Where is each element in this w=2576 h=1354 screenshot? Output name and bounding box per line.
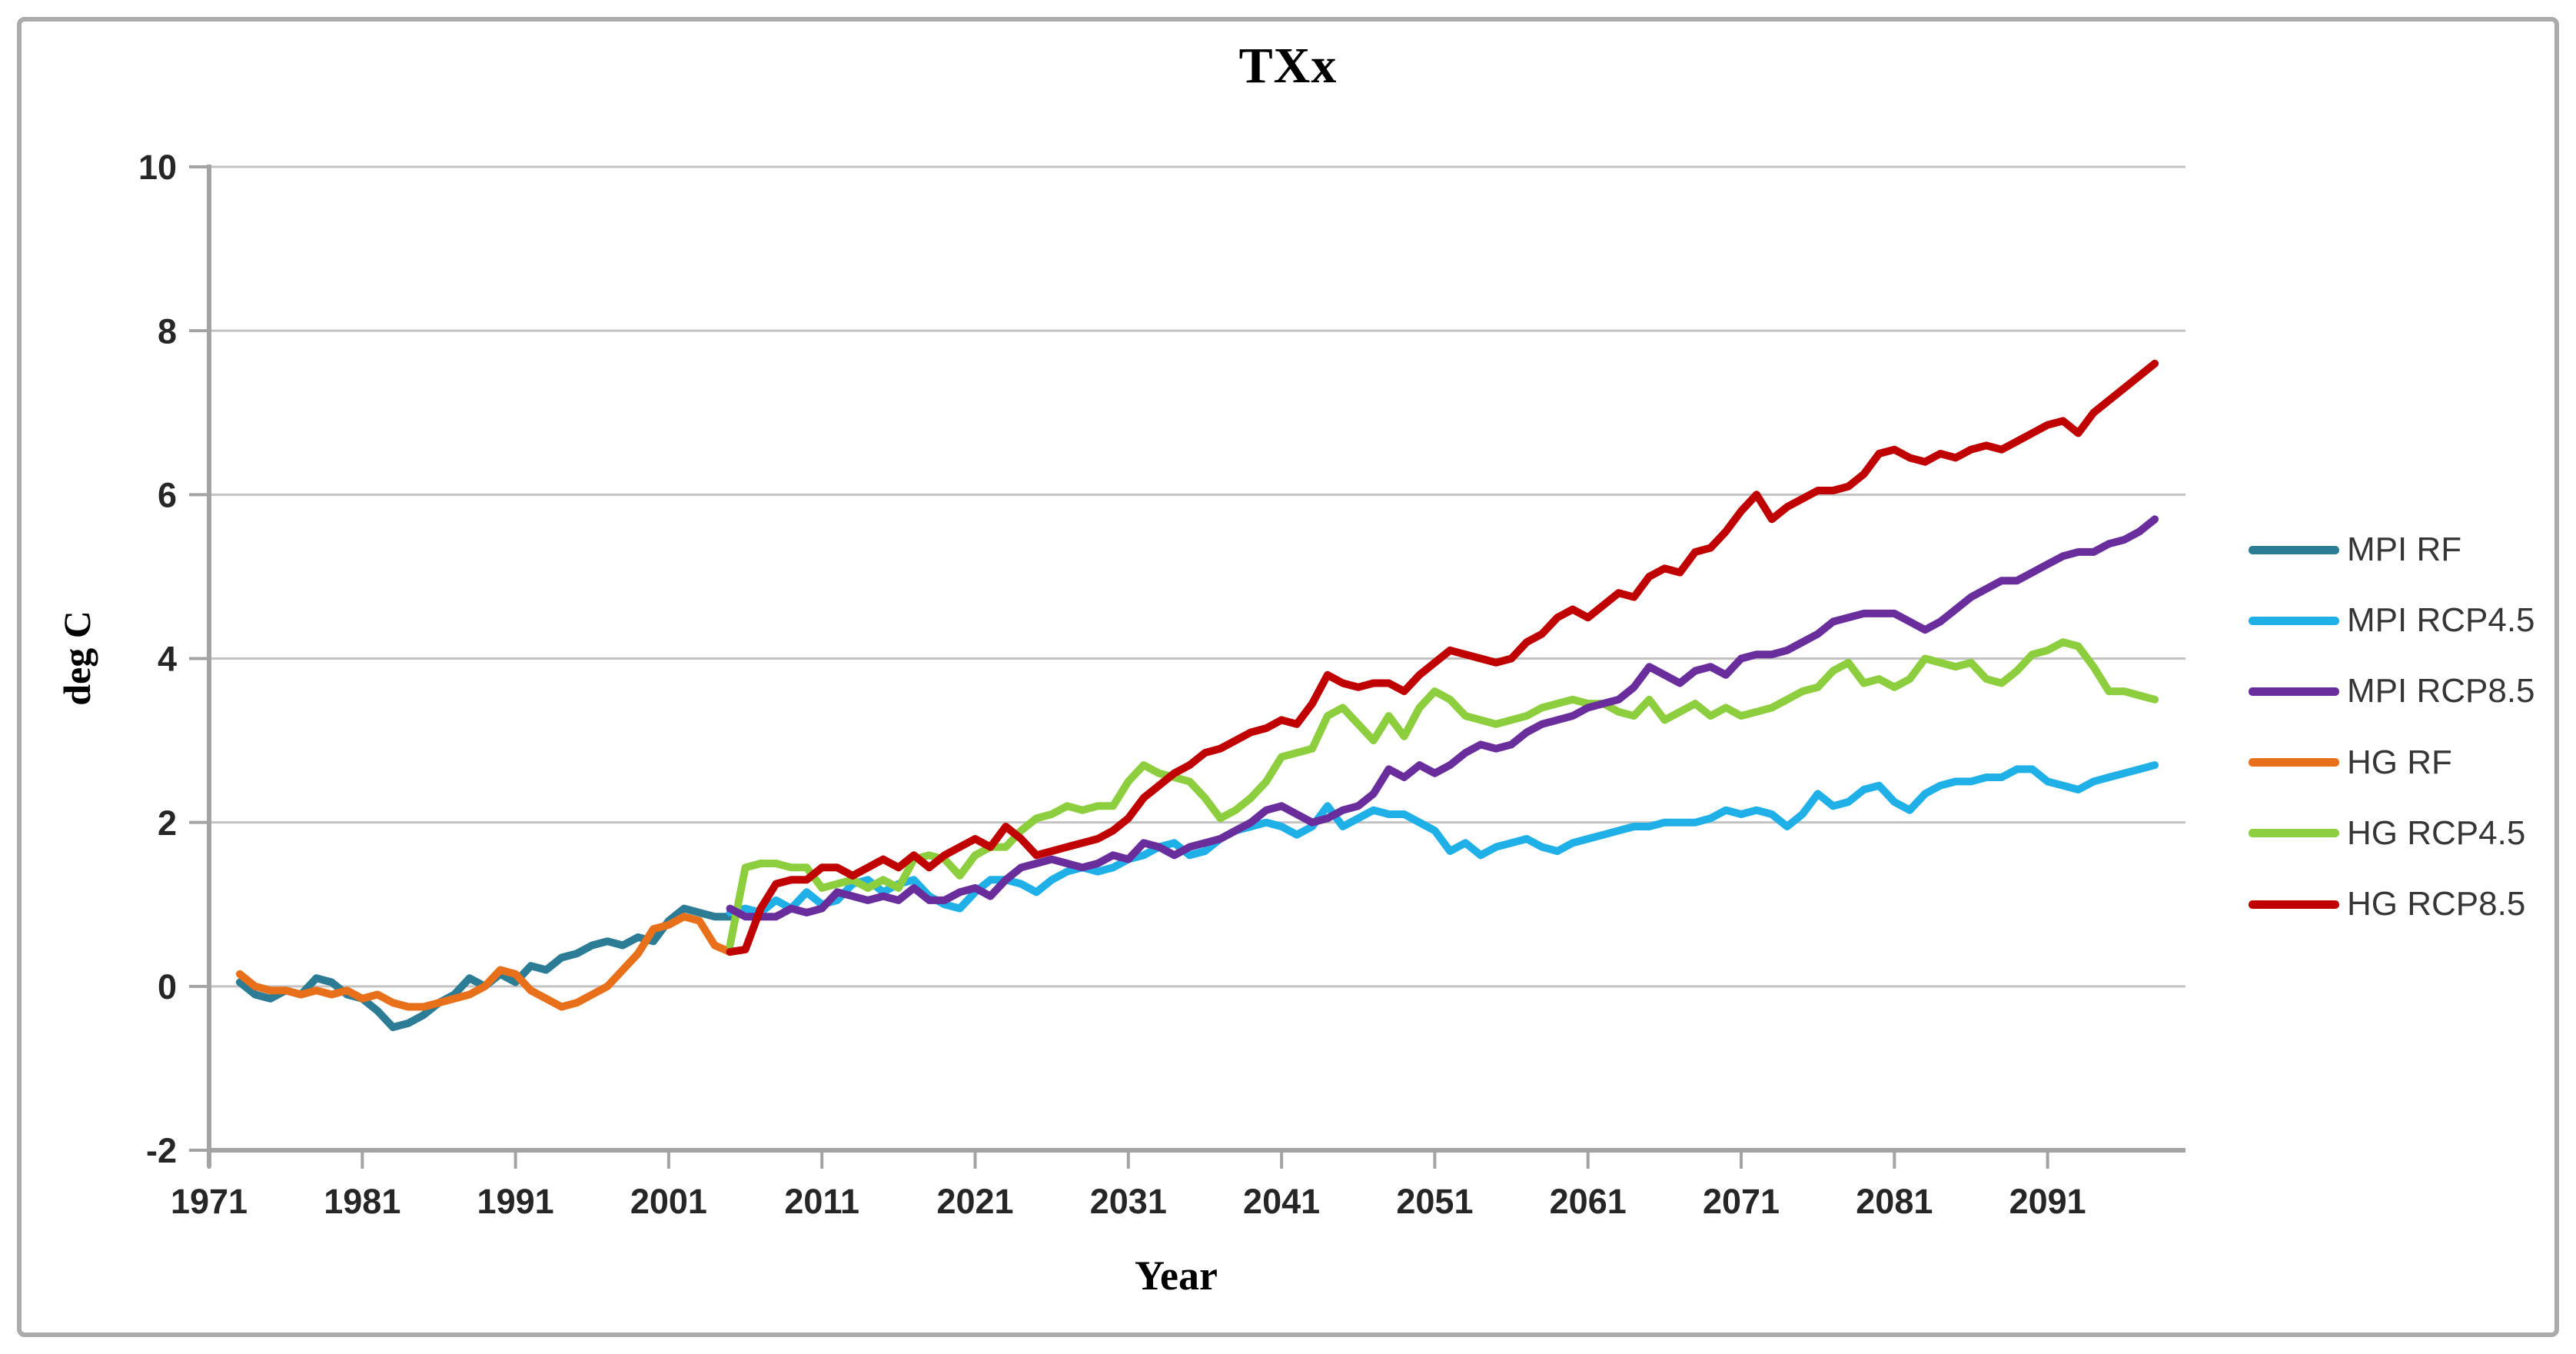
x-tick-label: 1971 xyxy=(171,1182,248,1221)
y-tick-label: 4 xyxy=(158,640,177,679)
x-tick-label: 2051 xyxy=(1396,1182,1473,1221)
figure-border xyxy=(17,17,2559,1337)
x-tick-label: 2031 xyxy=(1090,1182,1167,1221)
series-line-hg-rf xyxy=(235,913,734,1011)
series-line-hg-rcp4.5 xyxy=(726,638,2159,950)
x-tick-label: 1991 xyxy=(477,1182,554,1221)
y-tick-label: 6 xyxy=(158,476,177,515)
chart-title: TXx xyxy=(1238,38,1338,94)
x-tick-label: 2091 xyxy=(2009,1182,2086,1221)
y-tick-label: 2 xyxy=(158,803,177,843)
x-tick-label: 2081 xyxy=(1856,1182,1933,1221)
x-tick-label: 2071 xyxy=(1703,1182,1780,1221)
x-tick-label: 2021 xyxy=(936,1182,1013,1221)
series-line-mpi-rcp4.5 xyxy=(726,761,2159,917)
y-tick-label: 8 xyxy=(158,311,177,351)
x-tick-label: 2041 xyxy=(1243,1182,1320,1221)
y-tick-label: -2 xyxy=(146,1131,177,1170)
x-tick-label: 1981 xyxy=(324,1182,401,1221)
series-line-mpi-rcp8.5 xyxy=(726,515,2159,921)
series-line-hg-rcp8.5 xyxy=(726,359,2159,956)
y-tick-label: 0 xyxy=(158,967,177,1006)
x-axis-label: Year xyxy=(1135,1253,1218,1299)
x-tick-label: 2061 xyxy=(1550,1182,1627,1221)
x-tick-label: 2011 xyxy=(784,1182,859,1221)
x-tick-label: 2001 xyxy=(630,1182,707,1221)
y-tick-label: 10 xyxy=(138,148,177,187)
